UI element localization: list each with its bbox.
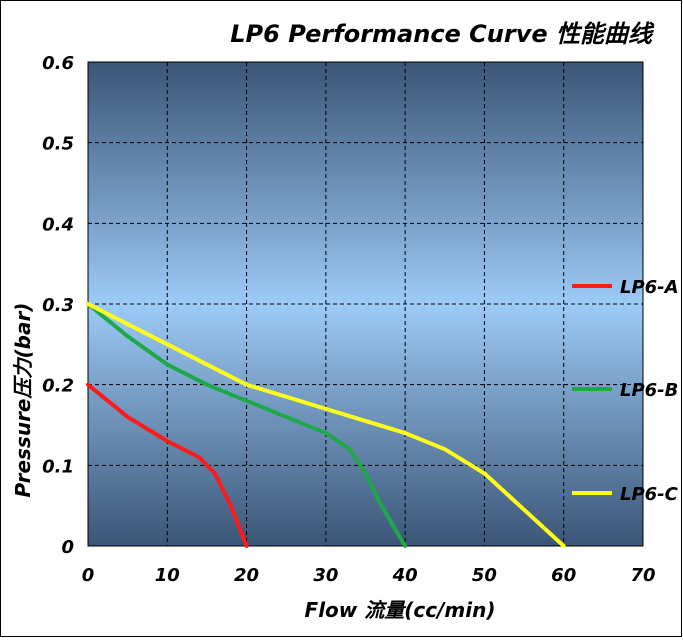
y-tick-label: 0 xyxy=(61,537,74,558)
x-tick-label: 0 xyxy=(82,565,95,586)
series-line xyxy=(86,302,566,548)
x-tick-label: 10 xyxy=(155,565,180,586)
x-tick-label: 20 xyxy=(234,565,259,586)
x-tick-label: 50 xyxy=(472,565,497,586)
y-tick-label: 0.2 xyxy=(42,376,74,397)
x-axis-label: Flow 流量(cc/min) xyxy=(305,598,496,622)
y-tick-label: 0.4 xyxy=(42,214,74,235)
x-tick-label: 60 xyxy=(551,565,576,586)
y-tick-label: 0.6 xyxy=(42,53,74,74)
y-tick-label: 0.3 xyxy=(42,295,74,316)
series-line xyxy=(86,302,408,548)
x-tick-label: 40 xyxy=(392,565,418,586)
legend-label: LP6-B xyxy=(620,380,678,401)
y-tick-label: 0.5 xyxy=(42,134,74,155)
legend-label: LP6-A xyxy=(620,277,679,298)
x-tick-label: 70 xyxy=(630,565,655,586)
series-line xyxy=(86,382,249,548)
chart-title: LP6 Performance Curve 性能曲线 xyxy=(230,20,655,48)
y-axis-label: Pressure压力(bar) xyxy=(11,303,35,498)
legend-label: LP6-C xyxy=(620,484,679,505)
x-tick-label: 30 xyxy=(313,565,338,586)
y-tick-label: 0.1 xyxy=(42,456,74,477)
